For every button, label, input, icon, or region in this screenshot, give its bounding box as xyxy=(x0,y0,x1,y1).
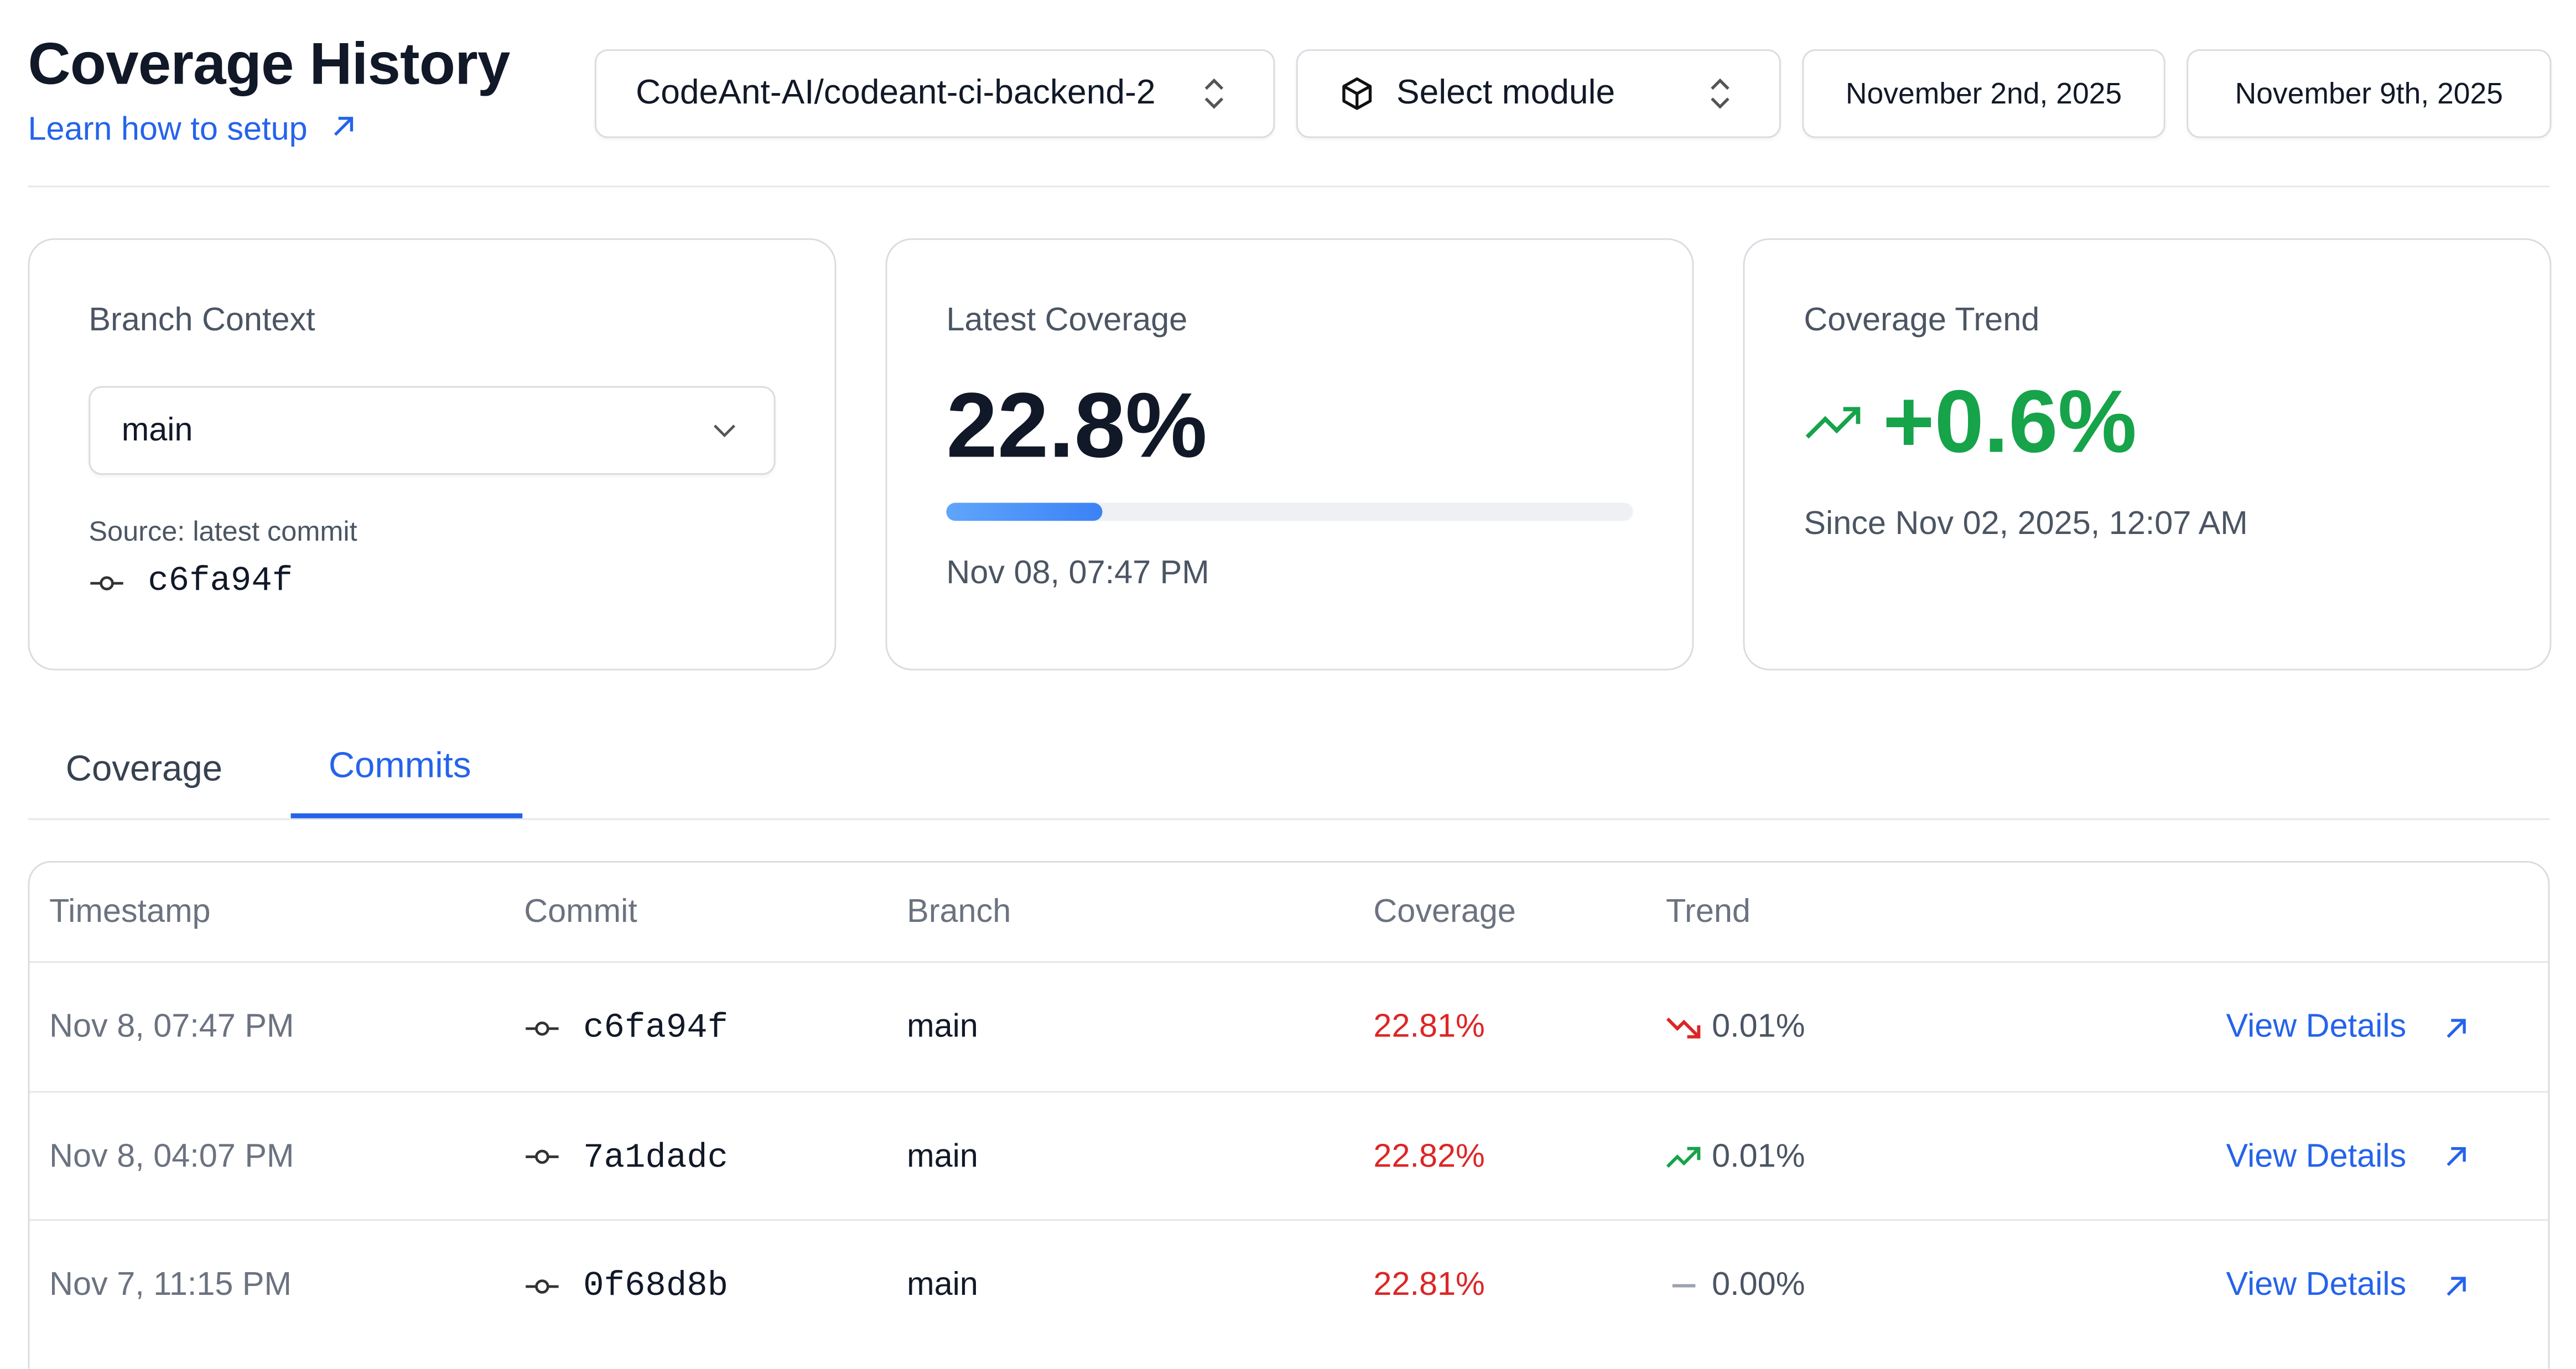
branch-value: main xyxy=(121,412,193,449)
trend-up-icon xyxy=(1805,407,1861,439)
table-header: Timestamp Commit Branch Coverage Trend xyxy=(29,863,2548,961)
external-icon xyxy=(2446,1147,2465,1166)
card-label: Coverage Trend xyxy=(1804,302,2040,339)
commit-cell: 7a1dadc xyxy=(524,1092,728,1223)
trend-icon xyxy=(1666,1018,1701,1039)
commit-hash: 0f68d8b xyxy=(583,1268,729,1306)
module-label: Select module xyxy=(1396,74,1616,112)
branch-card: Branch Context main Source: latest commi… xyxy=(28,238,837,671)
trend-value: +0.6% xyxy=(1882,373,2137,472)
start-date-text: November 2nd, 2025 xyxy=(1845,77,2122,110)
tab-divider xyxy=(28,818,2550,820)
commit-cell: c6fa94f xyxy=(524,963,728,1095)
commit-icon xyxy=(526,1021,559,1035)
start-date[interactable]: November 2nd, 2025 xyxy=(1802,49,2165,138)
column-header: Trend xyxy=(1665,894,1751,930)
branch: main xyxy=(907,1009,978,1045)
view-details-text[interactable]: View Details xyxy=(2226,1138,2407,1174)
coverage: 22.82% xyxy=(1373,1138,1485,1174)
commit-icon xyxy=(90,576,123,590)
card-label: Branch Context xyxy=(89,302,315,339)
coverage-time: Nov 08, 07:47 PM xyxy=(946,555,1209,592)
commit-icon xyxy=(526,1150,559,1164)
view-details-text[interactable]: View Details xyxy=(2226,1267,2407,1303)
coverage: 22.81% xyxy=(1373,1267,1485,1303)
view-details-text[interactable]: View Details xyxy=(2226,1009,2407,1045)
commits-table: Timestamp Commit Branch Coverage Trend Nov 8… xyxy=(28,860,2550,1369)
repo-select[interactable]: CodeAnt-AI/codeant-ci-backend-2 xyxy=(594,49,1275,138)
column-header: Branch xyxy=(907,894,1011,930)
chevron-down xyxy=(714,424,736,438)
view-details[interactable]: View Details xyxy=(2226,1221,2469,1349)
trend-since: Since Nov 02, 2025, 12:07 AM xyxy=(1804,506,2248,542)
module-select[interactable]: Select module xyxy=(1296,49,1781,138)
divider xyxy=(28,185,2550,188)
trend-value: 0.01% xyxy=(1712,1009,1805,1045)
table-row: Nov 7, 11:15 PM 0f68d8b main 22.81% 0.00% Vie… xyxy=(29,1219,2548,1349)
commit-hash: c6fa94f xyxy=(583,1010,729,1049)
chevrons xyxy=(1711,78,1730,109)
trend-card: Coverage Trend +0.6% Since Nov 02, 2025,… xyxy=(1743,238,2552,671)
column-header: Commit xyxy=(524,894,637,930)
trend-cell: 0.01% xyxy=(1666,1092,1805,1220)
repo-name: CodeAnt-AI/codeant-ci-backend-2 xyxy=(636,74,1156,112)
commit-cell: 0f68d8b xyxy=(524,1221,728,1352)
page-title: Coverage History xyxy=(28,29,510,97)
timestamp: Nov 8, 07:47 PM xyxy=(49,1009,294,1045)
table-row: Nov 8, 04:07 PM 7a1dadc main 22.82% 0.01% Vie… xyxy=(29,1090,2548,1220)
tab-active[interactable]: Commits xyxy=(328,744,471,786)
commit-icon xyxy=(526,1279,559,1293)
trend-cell: 0.00% xyxy=(1666,1221,1805,1349)
timestamp: Nov 7, 11:15 PM xyxy=(49,1267,292,1303)
commit-hash: c6fa94f xyxy=(148,563,293,601)
trend-icon xyxy=(1666,1146,1701,1168)
branch: main xyxy=(907,1267,978,1303)
progress-track xyxy=(946,502,1633,521)
column-header: Coverage xyxy=(1373,894,1516,930)
coverage: 22.81% xyxy=(1373,1009,1485,1045)
end-date[interactable]: November 9th, 2025 xyxy=(2187,49,2552,138)
view-details[interactable]: View Details xyxy=(2226,1092,2469,1220)
table-row: Nov 8, 07:47 PM c6fa94f main 22.81% 0.01% Vie… xyxy=(29,961,2548,1091)
external-icon xyxy=(333,117,353,136)
latest-card: Latest Coverage 22.8% Nov 08, 07:47 PM xyxy=(885,238,1694,671)
branch-select[interactable]: main xyxy=(89,386,776,475)
column-header: Timestamp xyxy=(49,894,211,930)
chevrons xyxy=(1204,78,1224,109)
branch: main xyxy=(907,1138,978,1174)
view-details[interactable]: View Details xyxy=(2226,963,2469,1091)
external-icon xyxy=(2446,1018,2465,1038)
timestamp: Nov 8, 04:07 PM xyxy=(49,1138,294,1174)
trend-value: 0.00% xyxy=(1712,1267,1805,1303)
external-icon xyxy=(2446,1276,2465,1295)
card-label: Latest Coverage xyxy=(946,302,1188,339)
tab[interactable]: Coverage xyxy=(65,748,223,789)
cube-icon xyxy=(1342,77,1372,110)
link-text[interactable]: Learn how to setup xyxy=(28,111,308,148)
end-date-text: November 9th, 2025 xyxy=(2235,77,2504,110)
trend-cell: 0.01% xyxy=(1666,963,1805,1091)
coverage-value: 22.8% xyxy=(946,373,1207,477)
progress-fill xyxy=(946,502,1103,521)
tab-underline xyxy=(290,813,523,818)
trend-icon xyxy=(1672,1284,1696,1288)
setup-link[interactable]: Learn how to setup xyxy=(28,112,356,149)
trend-value: 0.01% xyxy=(1712,1138,1805,1174)
source-label: Source: latest commit xyxy=(89,516,357,547)
commit-hash: 7a1dadc xyxy=(583,1139,729,1178)
